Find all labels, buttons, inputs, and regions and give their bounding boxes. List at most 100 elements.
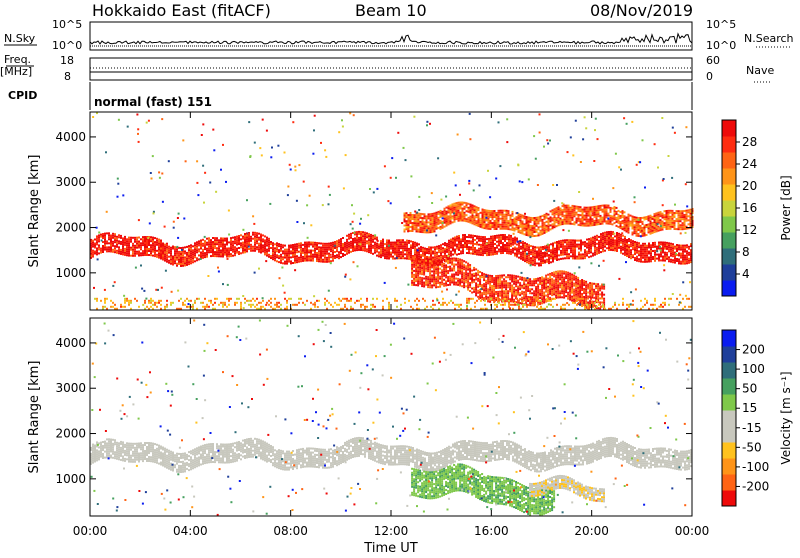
- heatmap-cell: [500, 218, 502, 220]
- heatmap-cell: [444, 216, 446, 218]
- heatmap-cell: [589, 282, 591, 284]
- heatmap-cell: [142, 242, 144, 244]
- heatmap-cell: [599, 285, 601, 287]
- heatmap-cell: [204, 254, 206, 256]
- heatmap-cell: [248, 242, 250, 244]
- heatmap-cell: [612, 245, 614, 247]
- heatmap-cell: [282, 250, 284, 252]
- heatmap-cell: [470, 236, 472, 238]
- heatmap-cell: [551, 294, 553, 296]
- heatmap-cell: [596, 208, 598, 210]
- heatmap-cell: [483, 277, 485, 279]
- heatmap-cell: [586, 245, 588, 247]
- heatmap-cell: [549, 285, 551, 287]
- heatmap-cell: [190, 244, 192, 246]
- heatmap-cell: [598, 248, 600, 250]
- heatmap-cell: [456, 248, 458, 250]
- heatmap-cell: [316, 252, 318, 254]
- heatmap-cell: [148, 242, 150, 244]
- heatmap-cell: [469, 266, 471, 268]
- heatmap-cell: [358, 241, 360, 243]
- heatmap-cell: [591, 301, 593, 303]
- heatmap-cell: [498, 216, 500, 218]
- heatmap-cell: [592, 220, 594, 222]
- heatmap-cell: [664, 222, 666, 224]
- heatmap-cell: [539, 303, 541, 305]
- heatmap-cell: [680, 220, 682, 222]
- heatmap-cell: [441, 279, 443, 281]
- heatmap-cell: [566, 221, 568, 223]
- heatmap-cell: [238, 243, 240, 245]
- heatmap-cell: [686, 250, 688, 252]
- heatmap-cell: [480, 250, 482, 252]
- heatmap-cell: [445, 268, 447, 270]
- heatmap-cell: [531, 288, 533, 290]
- heatmap-cell: [668, 246, 670, 248]
- heatmap-cell: [148, 244, 150, 246]
- heatmap-cell: [487, 298, 489, 300]
- heatmap-cell: [616, 207, 618, 209]
- heatmap-cell: [432, 213, 434, 215]
- heatmap-cell: [496, 218, 498, 220]
- heatmap-cell: [488, 224, 490, 226]
- heatmap-cell: [567, 294, 569, 296]
- heatmap-cell: [580, 218, 582, 220]
- heatmap-cell: [565, 273, 567, 275]
- heatmap-cell: [503, 278, 505, 280]
- heatmap-cell: [602, 240, 604, 242]
- heatmap-cell: [116, 236, 118, 238]
- heatmap-cell: [530, 249, 532, 251]
- heatmap-cell: [513, 299, 515, 301]
- heatmap-cell: [254, 238, 256, 240]
- heatmap-cell: [555, 279, 557, 281]
- heatmap-cell: [521, 293, 523, 295]
- heatmap-cell: [648, 247, 650, 249]
- heatmap-cell: [455, 284, 457, 286]
- heatmap-cell: [542, 256, 544, 258]
- heatmap-cell: [531, 292, 533, 294]
- heatmap-cell: [559, 290, 561, 292]
- heatmap-cell: [674, 214, 676, 216]
- heatmap-cell: [595, 295, 597, 297]
- heatmap-cell: [451, 264, 453, 266]
- heatmap-cell: [597, 289, 599, 291]
- heatmap-cell: [160, 240, 162, 242]
- heatmap-cell: [480, 240, 482, 242]
- heatmap-cell: [310, 244, 312, 246]
- heatmap-cell: [670, 210, 672, 212]
- heatmap-cell: [487, 288, 489, 290]
- heatmap-cell: [340, 244, 342, 246]
- heatmap-cell: [170, 249, 172, 251]
- heatmap-cell: [184, 258, 186, 260]
- heatmap-cell: [332, 256, 334, 258]
- heatmap-cell: [578, 220, 580, 222]
- heatmap-cell: [454, 215, 456, 217]
- heatmap-cell: [670, 224, 672, 226]
- heatmap-cell: [594, 222, 596, 224]
- heatmap-cell: [180, 261, 182, 263]
- heatmap-cell: [438, 227, 440, 229]
- heatmap-cell: [575, 296, 577, 298]
- heatmap-cell: [136, 241, 138, 243]
- heatmap-cell: [616, 211, 618, 213]
- heatmap-cell: [662, 246, 664, 248]
- heatmap-cell: [638, 244, 640, 246]
- heatmap-cell: [439, 272, 441, 274]
- heatmap-cell: [453, 277, 455, 279]
- heatmap-cell: [563, 281, 565, 283]
- heatmap-cell: [550, 210, 552, 212]
- heatmap-cell: [110, 300, 112, 302]
- heatmap-cell: [494, 251, 496, 253]
- heatmap-cell: [202, 255, 204, 257]
- heatmap-cell: [626, 223, 628, 225]
- date-label: 08/Nov/2019: [590, 1, 693, 20]
- heatmap-cell: [658, 254, 660, 256]
- heatmap-cell: [618, 222, 620, 224]
- heatmap-cell: [664, 242, 666, 244]
- heatmap-cell: [495, 293, 497, 295]
- heatmap-cell: [104, 235, 106, 237]
- heatmap-cell: [503, 292, 505, 294]
- heatmap-cell: [126, 246, 128, 248]
- heatmap-cell: [178, 263, 180, 265]
- heatmap-cell: [678, 254, 680, 256]
